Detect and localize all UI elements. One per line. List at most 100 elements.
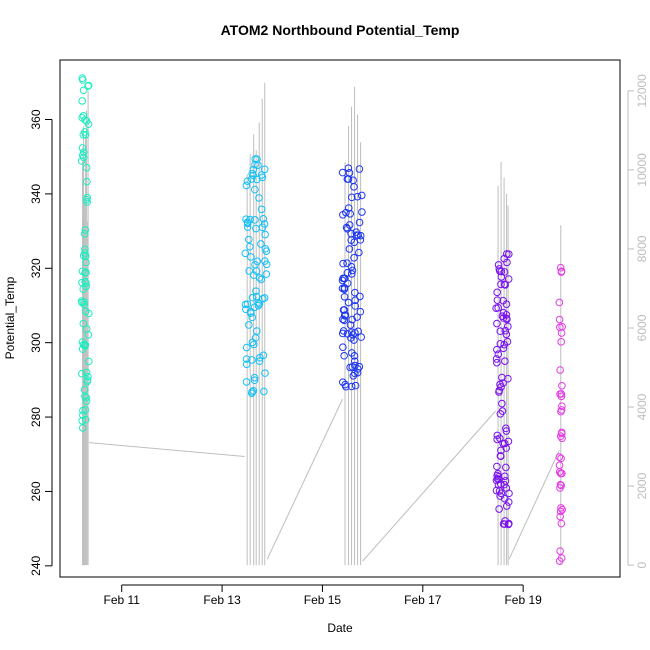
data-point bbox=[82, 397, 91, 405]
data-point bbox=[502, 502, 511, 510]
data-point bbox=[243, 223, 252, 231]
data-point bbox=[352, 231, 361, 239]
chart-title: ATOM2 Northbound Potential_Temp bbox=[221, 22, 460, 38]
connector-line bbox=[266, 398, 343, 560]
data-point bbox=[83, 177, 91, 186]
data-point bbox=[338, 168, 347, 177]
data-point bbox=[250, 303, 259, 312]
data-point bbox=[555, 298, 564, 307]
x-tick-label: Feb 15 bbox=[304, 593, 342, 607]
data-point bbox=[556, 432, 565, 441]
data-point bbox=[261, 230, 269, 239]
data-point bbox=[346, 209, 355, 218]
data-point bbox=[558, 402, 566, 410]
data-point bbox=[82, 268, 90, 277]
data-point bbox=[502, 427, 511, 435]
data-point bbox=[78, 97, 86, 105]
data-point bbox=[80, 385, 89, 394]
data-point bbox=[347, 193, 356, 202]
data-point bbox=[252, 267, 261, 275]
data-point bbox=[340, 316, 349, 325]
data-point bbox=[503, 315, 511, 324]
data-point bbox=[340, 306, 349, 314]
data-points bbox=[77, 74, 567, 565]
data-point bbox=[242, 181, 251, 190]
data-point bbox=[498, 407, 507, 415]
data-point bbox=[492, 355, 501, 363]
data-point bbox=[250, 373, 259, 382]
data-point bbox=[558, 505, 567, 514]
data-point bbox=[242, 378, 251, 386]
data-point bbox=[504, 322, 512, 331]
data-point bbox=[502, 330, 511, 339]
data-point bbox=[339, 327, 348, 335]
data-point bbox=[248, 388, 256, 396]
data-point bbox=[242, 343, 251, 352]
data-point bbox=[82, 163, 91, 172]
data-point bbox=[493, 288, 501, 297]
data-point bbox=[350, 253, 358, 262]
flight-connectors bbox=[89, 398, 560, 562]
data-point bbox=[339, 343, 347, 352]
data-point bbox=[502, 463, 510, 472]
data-point bbox=[249, 165, 258, 174]
data-point bbox=[83, 376, 92, 384]
data-point bbox=[558, 322, 566, 331]
data-point bbox=[494, 350, 503, 359]
connector-line bbox=[508, 450, 560, 560]
data-point bbox=[255, 194, 263, 202]
data-point bbox=[247, 253, 255, 261]
altitude-lines bbox=[82, 82, 562, 566]
data-point bbox=[505, 519, 513, 528]
y-axis: 240 260 280 300 320 340 360 bbox=[29, 109, 53, 576]
data-point bbox=[251, 216, 259, 224]
data-point bbox=[502, 300, 511, 308]
data-point bbox=[245, 235, 253, 244]
data-point bbox=[261, 369, 269, 377]
data-point bbox=[248, 293, 257, 302]
data-point bbox=[494, 304, 502, 312]
data-point bbox=[243, 219, 252, 228]
data-point bbox=[557, 390, 566, 398]
data-point bbox=[555, 461, 564, 470]
data-point bbox=[78, 267, 87, 276]
data-point bbox=[495, 505, 503, 513]
data-point bbox=[84, 330, 93, 339]
data-point bbox=[79, 285, 87, 293]
data-point bbox=[496, 452, 505, 460]
data-point bbox=[557, 554, 566, 562]
data-point bbox=[341, 380, 349, 389]
data-point bbox=[249, 171, 257, 180]
data-point bbox=[355, 362, 364, 371]
data-point bbox=[252, 327, 261, 335]
data-point bbox=[343, 224, 352, 233]
data-point bbox=[246, 242, 254, 251]
data-point bbox=[348, 266, 357, 275]
data-point bbox=[340, 285, 349, 293]
data-point bbox=[344, 164, 353, 172]
data-point bbox=[557, 406, 566, 414]
data-point bbox=[257, 240, 265, 248]
data-point bbox=[351, 288, 359, 297]
data-point bbox=[79, 340, 88, 349]
data-point bbox=[340, 351, 348, 360]
data-point bbox=[353, 313, 361, 321]
data-point bbox=[351, 302, 359, 310]
data-point bbox=[82, 117, 91, 125]
data-point bbox=[81, 269, 89, 277]
data-point bbox=[77, 157, 86, 165]
data-point bbox=[556, 263, 565, 272]
x-tick-label: Feb 11 bbox=[103, 593, 140, 607]
data-point bbox=[343, 259, 351, 267]
data-point bbox=[84, 372, 92, 381]
data-point bbox=[78, 144, 87, 152]
data-point bbox=[241, 249, 250, 258]
data-point bbox=[79, 153, 88, 162]
data-point bbox=[357, 333, 365, 341]
data-point bbox=[502, 311, 511, 319]
data-point bbox=[343, 175, 352, 183]
y-axis-label: Potential_Temp bbox=[3, 276, 17, 359]
data-point bbox=[502, 424, 510, 433]
data-point bbox=[556, 480, 565, 489]
data-point bbox=[259, 351, 268, 360]
